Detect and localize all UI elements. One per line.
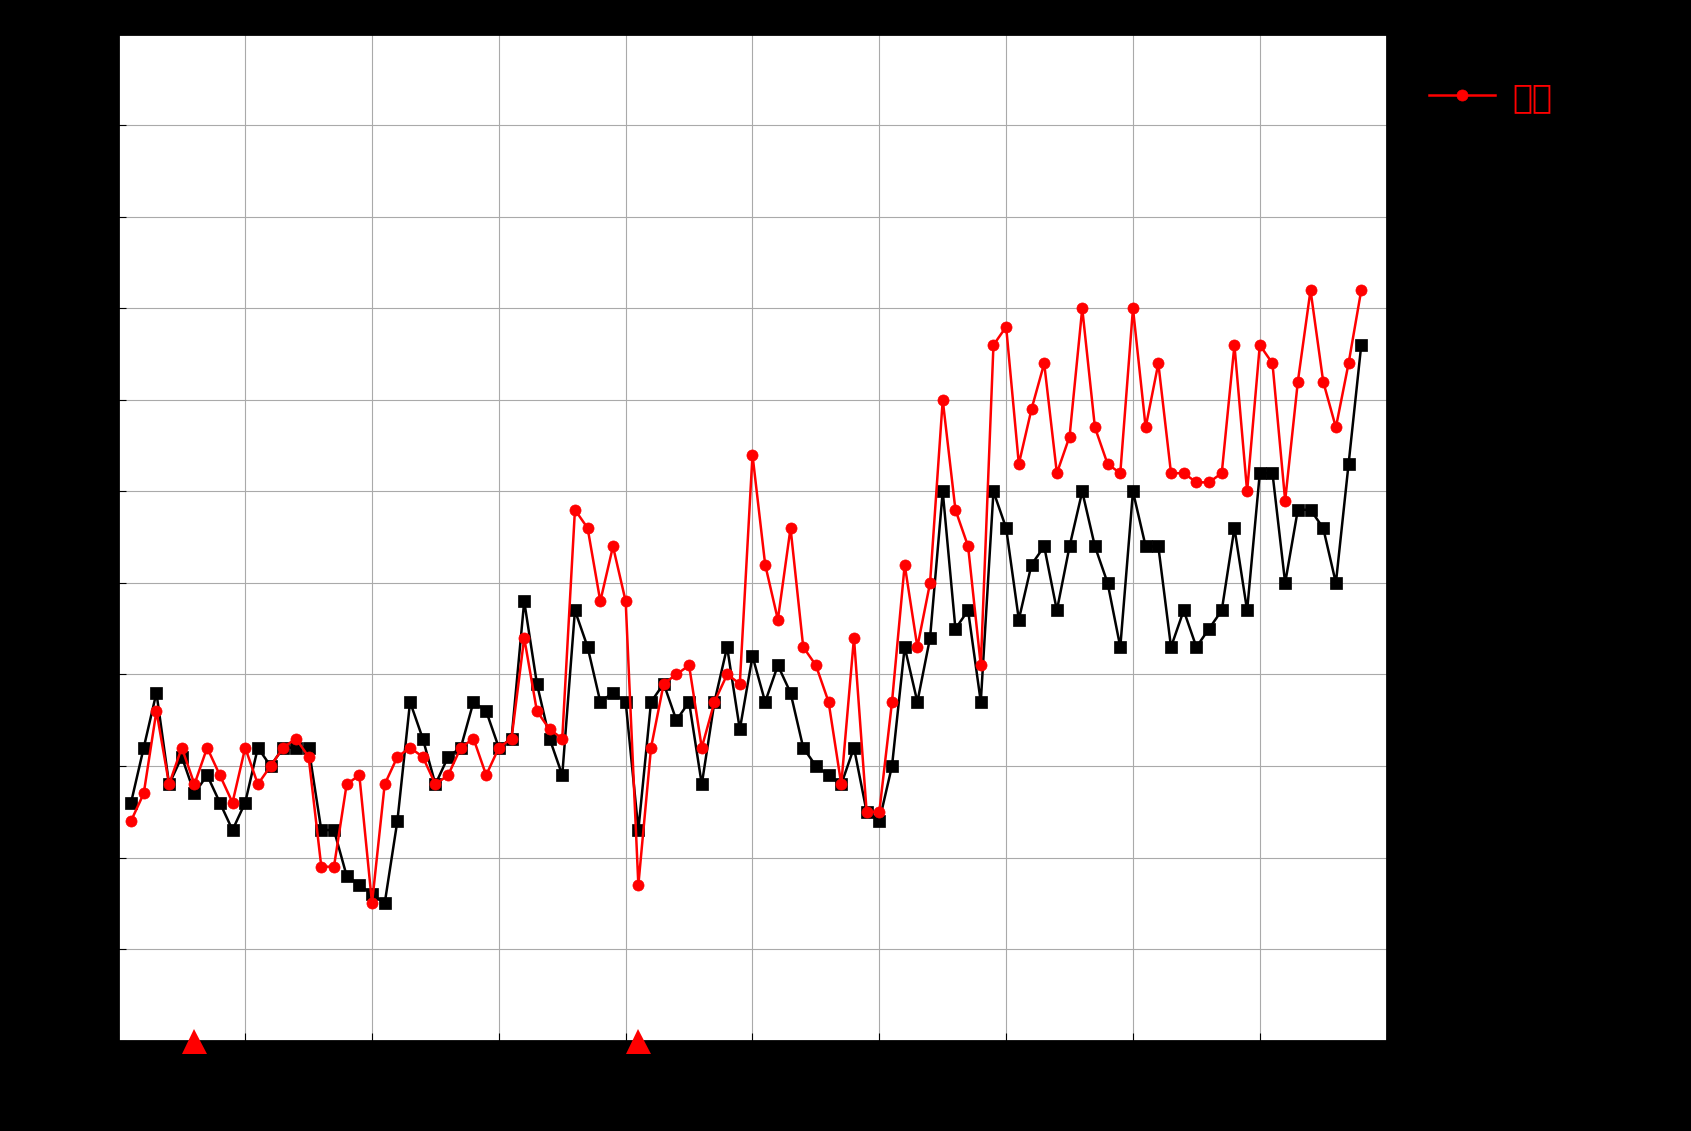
Legend: 大阪, 15地点: 大阪, 15地点: [1429, 80, 1595, 207]
Line: 大阪: 大阪: [125, 285, 1366, 909]
大阪: [223, 796, 244, 810]
X-axis label: （年）: （年）: [732, 1077, 773, 1096]
大阪: [1351, 284, 1371, 297]
15地点: [374, 897, 394, 910]
15地点: [196, 768, 216, 782]
15地点: [1351, 338, 1371, 352]
大阪: [818, 696, 839, 709]
大阪: [1300, 284, 1321, 297]
大阪: [908, 640, 928, 654]
15地点: [908, 696, 928, 709]
Line: 15地点: 15地点: [125, 339, 1366, 909]
15地点: [122, 796, 142, 810]
大阪: [122, 814, 142, 828]
大阪: [717, 667, 737, 681]
15地点: [717, 640, 737, 654]
大阪: [196, 741, 216, 754]
15地点: [818, 768, 839, 782]
15地点: [223, 823, 244, 837]
大阪: [1072, 302, 1092, 316]
15地点: [1072, 485, 1092, 499]
大阪: [362, 897, 382, 910]
